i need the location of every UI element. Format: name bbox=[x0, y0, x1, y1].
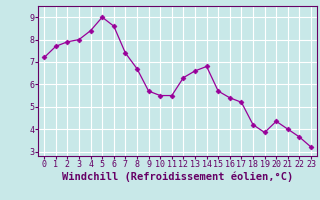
X-axis label: Windchill (Refroidissement éolien,°C): Windchill (Refroidissement éolien,°C) bbox=[62, 172, 293, 182]
